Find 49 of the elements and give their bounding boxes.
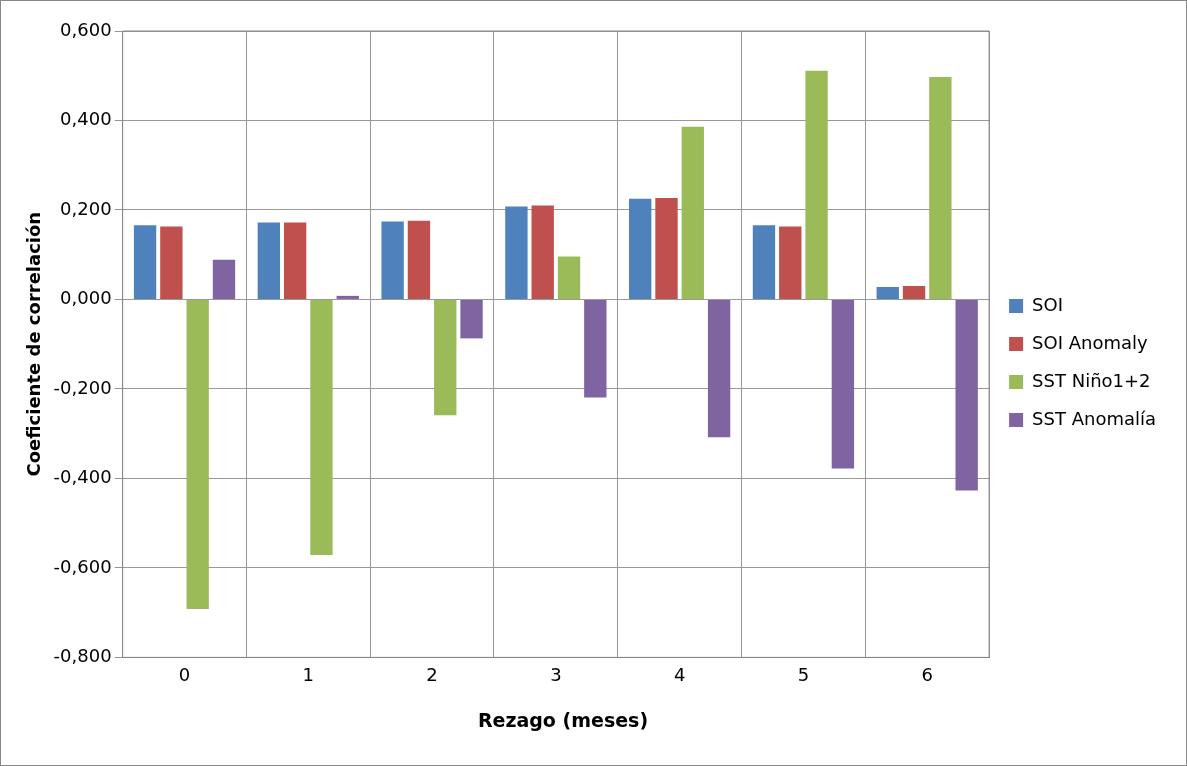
y-tick-label: 0,200: [60, 197, 112, 219]
bar: [557, 256, 581, 299]
bar: [310, 299, 333, 555]
bar: [707, 299, 731, 438]
x-tick-label: 6: [921, 663, 933, 685]
x-tick-label: 1: [302, 663, 315, 685]
bar: [257, 222, 281, 299]
bar: [434, 299, 457, 416]
bar: [752, 225, 776, 299]
legend-label: SST Niño1+2: [1032, 369, 1151, 391]
bar: [212, 259, 236, 299]
bar: [902, 286, 926, 299]
x-tick-label: 3: [550, 663, 562, 685]
bar: [460, 299, 483, 339]
bar: [929, 77, 952, 299]
bar: [407, 220, 431, 299]
y-tick-label: 0,000: [60, 287, 112, 309]
bar: [876, 286, 899, 299]
y-tick-label: -0,800: [53, 645, 112, 667]
bar: [531, 205, 554, 299]
bar: [655, 197, 678, 299]
x-tick-label: 5: [797, 663, 810, 685]
y-tick-label: 0,400: [60, 108, 112, 130]
bar: [681, 126, 704, 299]
bar: [186, 299, 209, 610]
bar: [629, 198, 652, 299]
bar: [160, 226, 183, 299]
bar: [955, 299, 978, 491]
bar: [283, 222, 307, 299]
y-axis-title: Coeficiente de correlación: [23, 211, 45, 477]
legend-label: SOI Anomaly: [1032, 331, 1149, 353]
bar: [779, 226, 802, 299]
legend-label: SOI: [1032, 293, 1064, 315]
bar: [336, 295, 359, 299]
bar: [584, 299, 607, 398]
bar: [133, 225, 157, 299]
y-tick-label: 0,600: [60, 18, 112, 40]
bar: [505, 206, 528, 299]
bar: [805, 70, 828, 299]
y-tick-label: -0,600: [53, 555, 112, 577]
bar: [831, 299, 855, 469]
x-tick-label: 2: [426, 663, 438, 685]
bar: [381, 221, 404, 299]
legend-label: SST Anomalía: [1032, 407, 1157, 429]
x-axis-title: Rezago (meses): [476, 709, 650, 731]
y-tick-label: -0,200: [53, 376, 112, 398]
x-tick-label: 0: [178, 663, 191, 685]
x-tick-label: 4: [673, 663, 686, 685]
y-tick-label: -0,400: [53, 466, 112, 488]
